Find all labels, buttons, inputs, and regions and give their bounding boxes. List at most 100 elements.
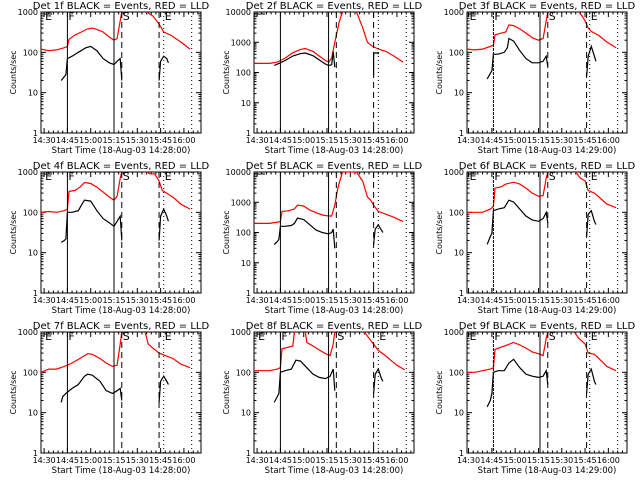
y-tick-label: 100 [449, 208, 464, 217]
y-axis-label: Counts/sec [222, 50, 231, 94]
x-tick-label: 16:00 [385, 296, 408, 305]
marker-label: S [549, 330, 556, 343]
marker-label: E [165, 330, 172, 343]
y-tick-label: 100 [23, 208, 38, 217]
x-tick-label: 14:45 [480, 136, 503, 145]
x-tick-label: 15:45 [362, 136, 385, 145]
chart-panel-1: Det 1f BLACK = Events, RED = LLD 1 10 100 10… [9, 1, 209, 156]
y-tick-label: 10 [241, 409, 251, 418]
x-tick-label: 15:45 [574, 456, 597, 465]
events-series-line [373, 367, 384, 394]
chart-title: Det 2f BLACK = Events, RED = LLD [246, 1, 423, 12]
y-tick-label: 10 [28, 249, 38, 258]
y-tick-label: 1000 [18, 8, 38, 17]
x-tick-label: 15:15 [527, 456, 550, 465]
x-tick-label: 15:30 [550, 136, 573, 145]
chart-panel-7: Det 7f BLACK = Events, RED = LLD 1 10 100 10… [9, 321, 209, 476]
x-tick-label: 14:30 [457, 456, 480, 465]
y-axis-label: Counts/sec [435, 50, 444, 94]
events-series-line [486, 37, 549, 80]
chart-title: Det 7f BLACK = Events, RED = LLD [33, 321, 210, 332]
marker-label: E [165, 170, 172, 183]
plot-frame [466, 11, 628, 134]
x-tick-label: 15:30 [339, 296, 362, 305]
lld-series-line [363, 331, 406, 371]
marker-label: S [549, 10, 556, 23]
x-tick-label: 14:45 [480, 296, 503, 305]
y-tick-label: 1 [459, 289, 464, 298]
x-axis-label: Start Time (18-Aug-03 14:28:00) [52, 466, 191, 476]
x-axis-label: Start Time (18-Aug-03 14:29:00) [478, 466, 617, 476]
lld-series-line [355, 11, 404, 63]
marker-label: F [494, 170, 500, 183]
lld-series-line [40, 331, 123, 373]
y-tick-label: 1000 [231, 328, 251, 337]
x-tick-label: 15:15 [102, 456, 125, 465]
marker-label: E [470, 170, 477, 183]
x-tick-label: 14:30 [457, 136, 480, 145]
events-series-line [60, 373, 123, 403]
y-tick-label: 1 [246, 289, 251, 298]
x-tick-label: 15:30 [126, 296, 149, 305]
x-tick-label: 14:30 [246, 456, 269, 465]
x-tick-label: 15:15 [102, 136, 125, 145]
y-tick-label: 10000 [226, 8, 251, 17]
marker-label: S [123, 170, 130, 183]
chart-panel-8: Det 8f BLACK = Events, RED = LLD 1 10 100 10… [222, 321, 422, 476]
marker-label: F [68, 170, 74, 183]
marker-label: E [45, 10, 52, 23]
x-tick-label: 14:30 [457, 296, 480, 305]
y-tick-label: 10 [454, 409, 464, 418]
lld-series-line [254, 171, 404, 224]
x-axis-label: Start Time (18-Aug-03 14:28:00) [265, 306, 404, 316]
x-tick-label: 16:00 [385, 136, 408, 145]
x-tick-label: 14:45 [269, 136, 292, 145]
x-tick-label: 15:45 [574, 136, 597, 145]
events-series-line [273, 217, 336, 249]
x-tick-label: 14:45 [56, 296, 79, 305]
y-tick-label: 1 [246, 449, 251, 458]
x-tick-label: 15:15 [315, 296, 338, 305]
marker-label: S [123, 330, 130, 343]
events-series-line [373, 223, 384, 245]
x-tick-label: 15:30 [339, 136, 362, 145]
x-axis-label: Start Time (18-Aug-03 14:28:00) [265, 466, 404, 476]
x-tick-label: 15:30 [126, 136, 149, 145]
x-tick-label: 15:30 [550, 296, 573, 305]
y-tick-label: 1000 [444, 328, 464, 337]
y-tick-label: 100 [449, 368, 464, 377]
lld-series-line [575, 171, 617, 209]
lld-series-line [146, 171, 191, 210]
plot-frame [40, 171, 202, 294]
events-series-line [586, 367, 597, 394]
y-tick-label: 100 [23, 48, 38, 57]
plot-frame [40, 331, 202, 454]
marker-label: S [337, 330, 344, 343]
events-series-line [158, 207, 169, 241]
y-tick-label: 1 [459, 449, 464, 458]
y-tick-label: 10 [28, 409, 38, 418]
x-tick-label: 16:00 [597, 136, 620, 145]
y-axis-label: Counts/sec [222, 370, 231, 414]
events-series-line [373, 52, 379, 76]
lld-series-line [467, 171, 549, 213]
x-tick-label: 16:00 [385, 456, 408, 465]
x-tick-label: 15:15 [315, 136, 338, 145]
y-tick-label: 10 [454, 249, 464, 258]
marker-label: F [68, 330, 74, 343]
x-tick-label: 16:00 [172, 136, 195, 145]
events-series-line [273, 51, 336, 68]
events-series-line [586, 44, 597, 77]
x-tick-label: 15:00 [292, 456, 315, 465]
x-tick-label: 14:30 [33, 456, 56, 465]
plot-frame [253, 331, 415, 454]
chart-panel-6: Det 6f BLACK = Events, RED = LLD 1 10 100 10… [435, 161, 635, 316]
x-tick-label: 15:15 [527, 296, 550, 305]
y-tick-label: 1 [459, 129, 464, 138]
x-tick-label: 15:30 [550, 456, 573, 465]
y-tick-label: 100 [449, 48, 464, 57]
chart-title: Det 5f BLACK = Events, RED = LLD [246, 161, 423, 172]
x-tick-label: 15:15 [527, 136, 550, 145]
lld-series-line [40, 171, 123, 213]
x-tick-label: 15:00 [504, 296, 527, 305]
